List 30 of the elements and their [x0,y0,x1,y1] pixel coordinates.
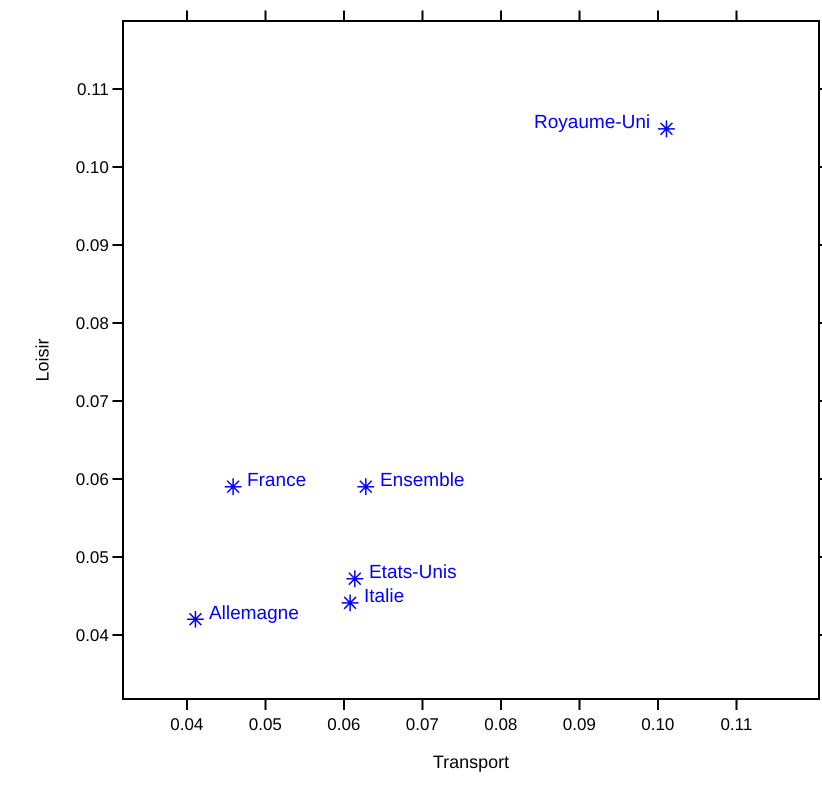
y-axis-title: Loisir [32,338,52,382]
y-tick-label: 0.06 [76,470,109,489]
x-tick-label: 0.04 [170,715,204,734]
point [356,478,375,496]
y-tick-label: 0.07 [76,392,109,411]
y-tick-label: 0.09 [76,236,109,255]
point [186,610,205,628]
y-tick-label: 0.11 [77,80,109,99]
y-tick-label: 0.04 [76,626,109,645]
point [657,120,676,138]
y-tick-label: 0.08 [76,314,109,333]
annotation: Ensemble [380,470,464,491]
x-tick-label: 0.09 [562,715,596,734]
point [340,594,360,612]
x-tick-label: 0.07 [406,715,439,734]
point [346,570,364,588]
x-axis-title: Transport [432,752,510,772]
annotation: Royaume-Uni [534,112,650,133]
x-tick-label: 0.05 [248,715,282,734]
y-tick-label: 0.10 [76,158,109,177]
annotation: Etats-Unis [369,562,457,583]
x-tick-label: 0.11 [720,715,752,734]
x-tick-label: 0.06 [327,715,360,734]
annotation: France [247,470,306,491]
y-tick-label: 0.05 [76,548,109,567]
annotation: Italie [364,586,404,607]
annotation: Allemagne [209,603,299,624]
x-tick-label: 0.10 [641,715,674,734]
x-tick-label: 0.08 [484,715,518,734]
point [224,478,242,496]
